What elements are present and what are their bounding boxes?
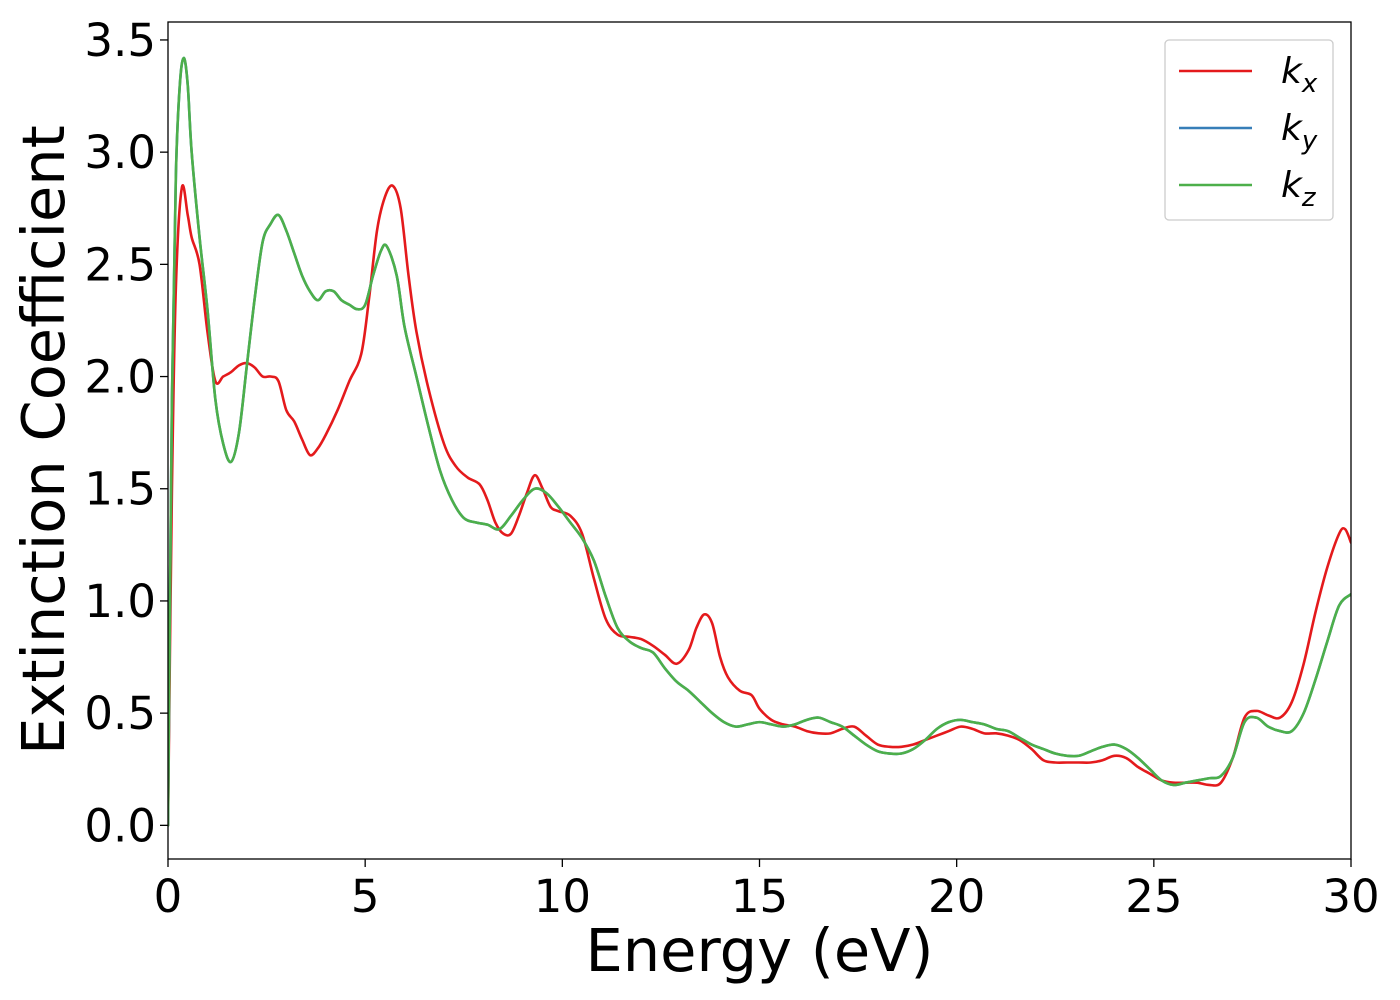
x-axis-title: Energy (eV) — [585, 916, 933, 985]
y-axis-ticks: 0.0 0.5 1.0 1.5 2.0 2.5 3.0 3.5 — [84, 14, 168, 852]
legend-box — [1164, 39, 1334, 221]
series-line-x — [168, 184, 1351, 827]
x-tick-label: 10 — [534, 870, 591, 923]
y-tick-label: 1.5 — [84, 463, 156, 516]
y-tick-label: 0.0 — [84, 799, 156, 852]
x-tick-label: 5 — [351, 870, 380, 923]
y-tick-label: 1.0 — [84, 575, 156, 628]
x-tick-label: 20 — [928, 870, 985, 923]
y-tick-label: 3.0 — [84, 126, 156, 179]
series-line-z — [168, 56, 1351, 827]
y-axis-title: Extinction Coefficient — [9, 125, 78, 755]
legend-label-subscript: z — [1301, 183, 1317, 213]
legend-label-base: k — [1281, 165, 1304, 206]
x-tick-label: 30 — [1322, 870, 1379, 923]
x-axis-ticks: 0 5 10 15 20 25 30 — [154, 859, 1380, 923]
legend-label-y: ky — [1281, 108, 1318, 156]
legend-label-base: k — [1281, 51, 1304, 92]
legend-label-base: k — [1281, 108, 1304, 149]
x-tick-label: 0 — [154, 870, 183, 923]
x-tick-label: 15 — [731, 870, 788, 923]
y-tick-label: 2.5 — [84, 238, 156, 291]
x-tick-label: 25 — [1125, 870, 1182, 923]
legend-label-z: kz — [1281, 165, 1317, 213]
y-tick-label: 0.5 — [84, 687, 156, 740]
y-tick-label: 3.5 — [84, 14, 156, 67]
series-layer — [168, 56, 1351, 827]
legend-label-subscript: y — [1301, 126, 1318, 156]
legend-label-subscript: x — [1301, 69, 1318, 99]
legend-label-x: kx — [1281, 51, 1318, 99]
y-tick-label: 2.0 — [84, 351, 156, 404]
